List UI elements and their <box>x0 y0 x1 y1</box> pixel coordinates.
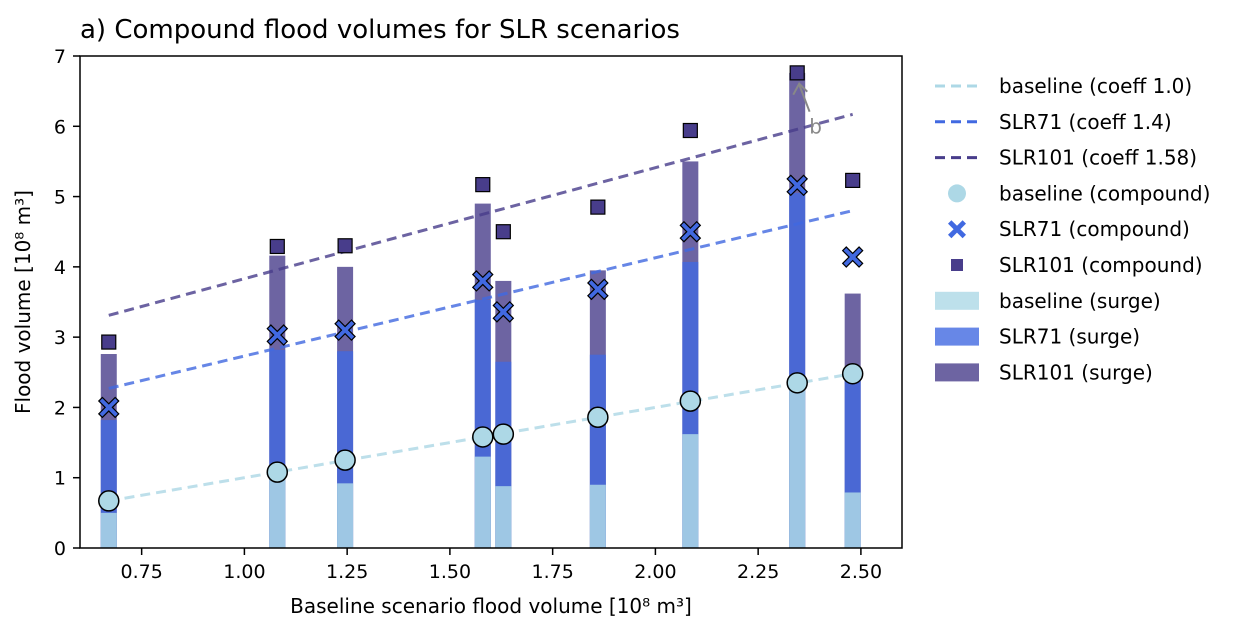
point-slr101-8 <box>845 172 861 189</box>
point-slr101-2 <box>337 238 353 254</box>
x-tick-label-5: 2.00 <box>634 561 676 583</box>
annotation-layer: b <box>792 82 822 139</box>
point-baseline-2 <box>334 449 356 471</box>
point-slr101-0 <box>101 334 117 350</box>
legend-baseline-surge-swatch <box>935 291 979 310</box>
point-slr101-4 <box>495 224 511 240</box>
bar-baseline-7 <box>789 389 806 548</box>
point-slr71-1 <box>266 324 289 346</box>
legend-slr71-coeff-1-4-label: SLR71 (coeff 1.4) <box>999 110 1172 134</box>
x-axis-label: Baseline scenario flood volume [10⁸ m³] <box>290 594 692 618</box>
legend-slr71-surge-swatch <box>935 327 979 346</box>
bar-baseline-3 <box>474 456 491 548</box>
y-tick-label-3: 3 <box>54 327 66 349</box>
point-baseline-5 <box>587 406 609 429</box>
point-baseline-1 <box>266 461 289 483</box>
y-axis-label: Flood volume [10⁸ m³] <box>11 190 35 414</box>
legend-slr71-compound-swatch <box>948 220 966 239</box>
point-slr101-1 <box>269 238 285 255</box>
y-axis-ticks: 0 1 2 3 4 5 6 7 <box>54 46 80 560</box>
y-tick-label-2: 2 <box>54 397 66 419</box>
fit-line-2 <box>108 112 854 317</box>
point-slr101-7 <box>789 65 805 81</box>
x-tick-label-2: 1.25 <box>326 561 368 583</box>
point-baseline-7 <box>786 372 808 394</box>
point-baseline-3 <box>472 426 494 448</box>
legend-baseline-surge-label: baseline (surge) <box>999 289 1161 313</box>
bar-baseline-1 <box>269 477 286 548</box>
point-slr71-8 <box>841 246 864 268</box>
legend-slr71-compound-label: SLR71 (compound) <box>999 217 1190 241</box>
x-tick-label-0: 0.75 <box>120 561 162 583</box>
chart-title: a) Compound flood volumes for SLR scenar… <box>80 15 680 45</box>
point-baseline-4 <box>492 423 515 445</box>
legend-baseline-compound-swatch <box>948 184 966 203</box>
annotation-label: b <box>809 115 822 139</box>
point-slr101-5 <box>590 199 606 215</box>
legend-slr101-compound-label: SLR101 (compound) <box>999 253 1203 277</box>
bar-baseline-0 <box>100 512 117 548</box>
point-slr71-0 <box>97 396 120 419</box>
bar-baseline-4 <box>495 486 512 548</box>
annotation-arrow-line <box>798 84 811 113</box>
x-tick-label-3: 1.50 <box>429 561 471 583</box>
point-slr71-2 <box>334 319 356 341</box>
point-slr71-4 <box>492 300 515 323</box>
point-slr71-7 <box>786 174 809 197</box>
y-tick-label-5: 5 <box>54 187 66 209</box>
point-slr101-6 <box>682 122 698 139</box>
point-slr71-3 <box>471 270 494 292</box>
y-tick-label-7: 7 <box>54 46 66 68</box>
x-tick-label-1: 1.00 <box>223 561 265 583</box>
legend-slr101-surge-label: SLR101 (surge) <box>999 360 1153 384</box>
point-baseline-8 <box>841 362 864 385</box>
bar-baseline-6 <box>682 434 699 548</box>
bars-layer <box>100 72 861 549</box>
legend-slr71-surge-label: SLR71 (surge) <box>999 325 1140 349</box>
bar-baseline-5 <box>589 484 606 548</box>
x-tick-label-4: 1.75 <box>531 561 573 583</box>
point-baseline-0 <box>98 490 120 512</box>
bar-baseline-8 <box>844 492 861 548</box>
y-tick-label-6: 6 <box>54 116 66 138</box>
annotation-arrow-head <box>792 82 808 96</box>
point-slr71-5 <box>587 278 609 301</box>
legend-slr101-coeff-1-58-label: SLR101 (coeff 1.58) <box>999 146 1197 170</box>
y-tick-label-4: 4 <box>54 257 66 279</box>
legend-baseline-compound-label: baseline (compound) <box>999 181 1210 205</box>
legend: baseline (coeff 1.0) SLR71 (coeff 1.4) SLR… <box>935 74 1210 384</box>
x-tick-label-7: 2.50 <box>840 561 882 583</box>
legend-baseline-coeff-1-0-label: baseline (coeff 1.0) <box>999 74 1192 98</box>
legend-slr101-surge-swatch <box>935 363 979 382</box>
legend-slr101-compound-swatch <box>951 259 963 271</box>
x-axis-ticks: 0.75 1.00 1.25 1.50 1.75 2.00 2.25 2.50 <box>120 548 882 583</box>
bar-baseline-2 <box>337 483 354 548</box>
point-baseline-6 <box>679 390 702 412</box>
x-tick-label-6: 2.25 <box>737 561 779 583</box>
markers-layer <box>97 65 864 512</box>
point-slr71-6 <box>679 220 702 243</box>
plot-frame <box>79 55 903 549</box>
y-tick-label-1: 1 <box>54 468 66 490</box>
y-tick-label-0: 0 <box>54 538 66 560</box>
point-slr101-3 <box>475 177 491 193</box>
